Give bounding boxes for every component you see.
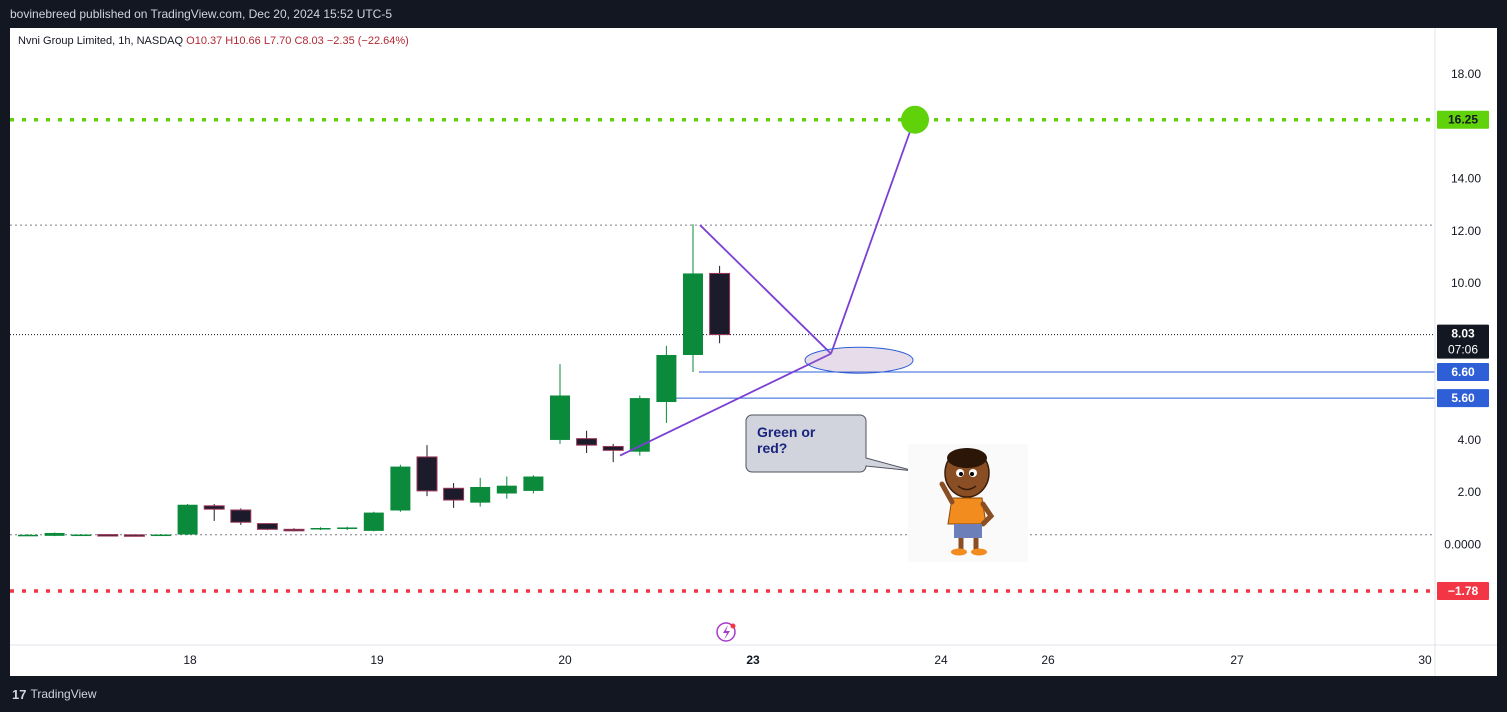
y-tick-label: 2.00 — [1458, 485, 1482, 499]
candle-body — [709, 272, 731, 336]
entry-zone-ellipse — [804, 346, 914, 374]
candle-body — [310, 528, 331, 530]
candle-body — [602, 445, 624, 451]
footer-brand: TradingView — [30, 687, 97, 701]
level-current-label: 8.03 — [1451, 327, 1475, 341]
candle-body — [629, 398, 650, 452]
level-support-2-label: 5.60 — [1451, 391, 1475, 405]
candle-body — [576, 438, 598, 446]
cartoon-pupil-left — [959, 472, 963, 476]
projection-line-3 — [830, 131, 911, 354]
candle-body — [71, 534, 92, 537]
y-tick-label: 12.00 — [1451, 224, 1481, 238]
x-tick-label: 26 — [1041, 653, 1055, 667]
candle-body — [97, 534, 119, 537]
candle-body — [177, 504, 198, 535]
legend-close: C8.03 — [294, 35, 324, 47]
cartoon-shorts — [954, 524, 982, 538]
chart-frame[interactable]: Green or red? 16.25 8.03 07:06 6.60 5.60 −1.78… — [10, 28, 1497, 676]
candle-body — [151, 534, 171, 537]
candle-body — [443, 487, 465, 501]
level-stop-tag — [1437, 582, 1489, 600]
event-bolt — [723, 625, 730, 640]
candle-body — [523, 476, 544, 491]
y-tick-label: 0.0000 — [1444, 537, 1481, 551]
candle-body — [123, 534, 145, 537]
legend-low: L7.70 — [263, 35, 292, 47]
projection-line-2 — [699, 224, 832, 355]
publisher-bar: bovinebreed published on TradingView.com… — [0, 0, 1507, 28]
x-tick-label: 24 — [934, 653, 948, 667]
candle-body — [683, 273, 703, 355]
target-marker — [901, 105, 929, 134]
cartoon-shoe-left — [951, 548, 967, 556]
candle-body — [656, 354, 677, 403]
cartoon-arm-left — [939, 481, 955, 505]
candle-body — [496, 485, 517, 494]
cartoon-shoe-right — [971, 548, 987, 556]
x-tick-label: 18 — [183, 653, 197, 667]
level-current-tag — [1437, 324, 1489, 359]
level-current-countdown: 07:06 — [1448, 343, 1478, 357]
callout-text-line2: red? — [757, 440, 787, 456]
candle-body — [203, 505, 225, 510]
cartoon-pupil-right — [970, 472, 974, 476]
candle-body — [230, 509, 252, 523]
event-dot — [730, 623, 736, 629]
cartoon-character-icon — [908, 444, 1028, 562]
cartoon-hair — [947, 448, 987, 468]
cartoon-arm-right — [980, 501, 995, 527]
x-tick-label: 23 — [746, 653, 760, 667]
symbol-legend: Nvni Group Limited, 1h, NASDAQ O10.37 H1… — [18, 35, 409, 47]
candle-body — [44, 532, 65, 536]
candle-body — [337, 527, 358, 529]
publisher-line: bovinebreed published on TradingView.com… — [10, 7, 393, 21]
y-tick-label: 18.00 — [1451, 67, 1481, 81]
x-tick-label: 27 — [1230, 653, 1244, 667]
tradingview-logo-icon: 17 — [12, 686, 27, 702]
footer-bar: 17 TradingView — [0, 676, 1507, 712]
callout-text-line1: Green or — [757, 424, 816, 440]
projection-line-1 — [619, 352, 832, 457]
x-tick-label: 30 — [1418, 653, 1432, 667]
y-tick-label: 14.00 — [1451, 172, 1481, 186]
legend-open: O10.37 — [186, 35, 223, 47]
legend-symbol: Nvni Group Limited, 1h, NASDAQ — [18, 35, 184, 47]
level-support-1-tag — [1437, 362, 1489, 381]
x-tick-label: 20 — [558, 653, 572, 667]
level-support-2-tag — [1437, 389, 1489, 408]
y-tick-label: 10.00 — [1451, 276, 1481, 290]
level-target-tag — [1437, 110, 1489, 129]
callout-bubble — [745, 414, 915, 473]
legend-change: −2.35 (−22.64%) — [326, 35, 409, 47]
legend-high: H10.66 — [225, 35, 261, 47]
candle-body — [550, 395, 570, 440]
y-tick-label: 4.00 — [1458, 433, 1482, 447]
candle-body — [416, 456, 438, 492]
x-tick-label: 19 — [370, 653, 384, 667]
candle-body — [363, 512, 384, 531]
candle-body — [18, 534, 38, 537]
level-target-label: 16.25 — [1448, 113, 1478, 127]
candle-body — [283, 528, 305, 532]
candle-body — [256, 523, 278, 530]
candle-body — [390, 466, 411, 511]
level-support-1-label: 6.60 — [1451, 365, 1475, 379]
level-stop-label: −1.78 — [1448, 584, 1479, 598]
cartoon-smile — [957, 485, 977, 491]
candle-body — [470, 486, 491, 503]
